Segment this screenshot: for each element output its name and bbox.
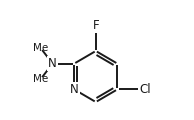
Text: N: N bbox=[48, 57, 57, 70]
Text: Cl: Cl bbox=[140, 83, 151, 96]
Text: N: N bbox=[70, 83, 79, 96]
Text: F: F bbox=[93, 19, 99, 32]
Text: Me: Me bbox=[33, 74, 48, 84]
Text: Me: Me bbox=[33, 43, 48, 53]
